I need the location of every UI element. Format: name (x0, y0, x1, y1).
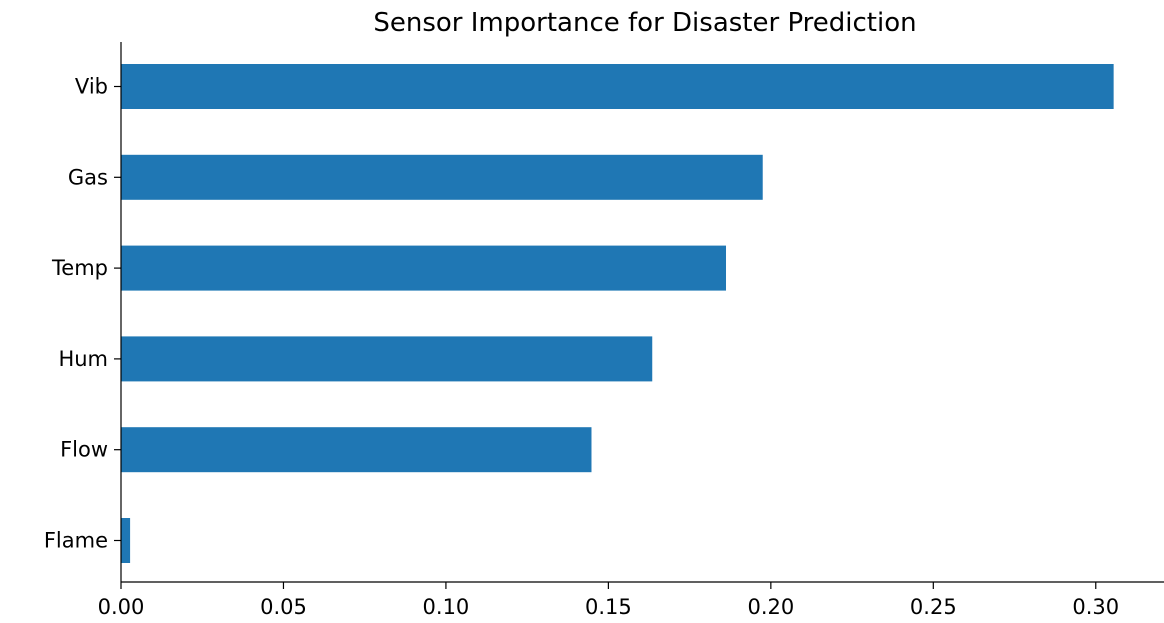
x-ticks: 0.00 0.05 0.10 0.15 0.20 0.25 0.30 (98, 582, 1119, 619)
bar-flame (121, 518, 131, 563)
y-tick-label: Hum (58, 347, 108, 371)
x-tick-label: 0.20 (747, 595, 794, 619)
bars-layer (121, 64, 1114, 563)
y-tick-label: Flow (60, 438, 108, 462)
y-tick-label: Gas (68, 165, 108, 189)
chart-title: Sensor Importance for Disaster Predictio… (373, 8, 916, 38)
bar-gas (121, 154, 763, 200)
y-tick-label: Flame (44, 529, 108, 553)
x-tick-label: 0.10 (423, 595, 470, 619)
y-ticks: Vib Gas Temp Hum Flow Flame (44, 75, 121, 553)
y-tick-label: Temp (51, 256, 108, 280)
bar-hum (121, 336, 653, 382)
bar-vib (121, 64, 1114, 109)
x-tick-label: 0.05 (260, 595, 307, 619)
axes-layer (120, 42, 1164, 583)
x-tick-label: 0.15 (585, 595, 632, 619)
bar-flow (121, 427, 592, 473)
x-tick-label: 0.25 (910, 595, 957, 619)
x-tick-label: 0.00 (98, 595, 145, 619)
y-tick-label: Vib (75, 75, 108, 99)
x-tick-label: 0.30 (1072, 595, 1119, 619)
bar-temp (121, 245, 727, 291)
